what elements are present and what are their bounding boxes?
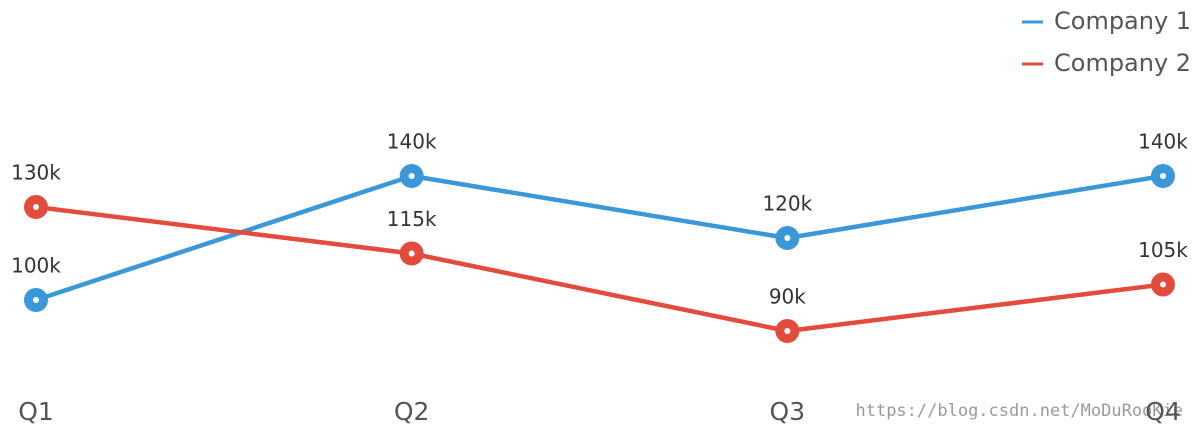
data-point-center: [408, 173, 415, 179]
x-tick-label: Q3: [770, 397, 806, 426]
data-label: 115k: [387, 207, 437, 231]
data-point-center: [1160, 281, 1166, 288]
data-label: 105k: [1138, 238, 1188, 262]
series-line: [35, 204, 1164, 334]
legend-label: Company 2: [1054, 49, 1191, 77]
data-label: 130k: [11, 161, 61, 185]
data-point-center: [1160, 173, 1166, 179]
x-tick-label: Q2: [394, 397, 430, 426]
x-tick-label: Q4: [1145, 397, 1181, 426]
data-label: 120k: [762, 192, 812, 216]
data-point-center: [784, 235, 791, 241]
data-label: 140k: [387, 130, 437, 154]
data-point-center: [408, 250, 415, 257]
x-tick-label: Q1: [18, 397, 54, 426]
data-point-center: [33, 204, 39, 210]
data-point-center: [33, 297, 39, 303]
data-point-center: [784, 328, 791, 334]
data-label: 100k: [11, 254, 61, 278]
legend-label: Company 1: [1054, 7, 1191, 35]
watermark: https://blog.csdn.net/MoDuRooKie: [855, 401, 1183, 421]
series-line: [35, 173, 1164, 303]
data-label: 140k: [1138, 130, 1188, 154]
data-label: 90k: [769, 285, 806, 309]
